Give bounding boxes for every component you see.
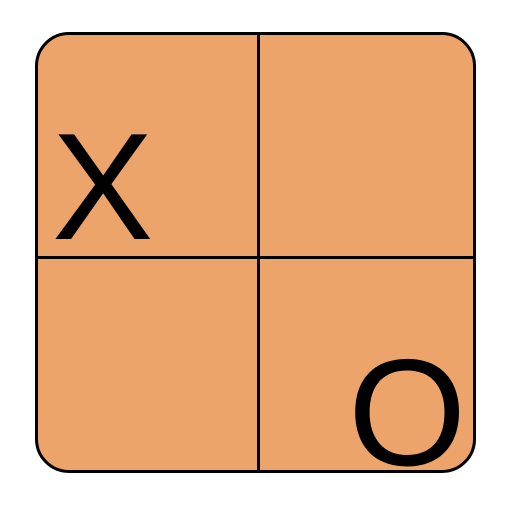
grid-line-vertical [257,35,260,470]
game-board: X O [35,32,476,473]
cell-top-left[interactable]: X [38,35,258,263]
cell-bottom-left[interactable] [38,257,258,470]
grid-line-horizontal [38,256,473,259]
cell-top-right[interactable] [258,35,473,257]
cell-bottom-right[interactable]: O [258,257,473,470]
x-mark: X [52,102,154,272]
o-mark: O [348,328,467,473]
